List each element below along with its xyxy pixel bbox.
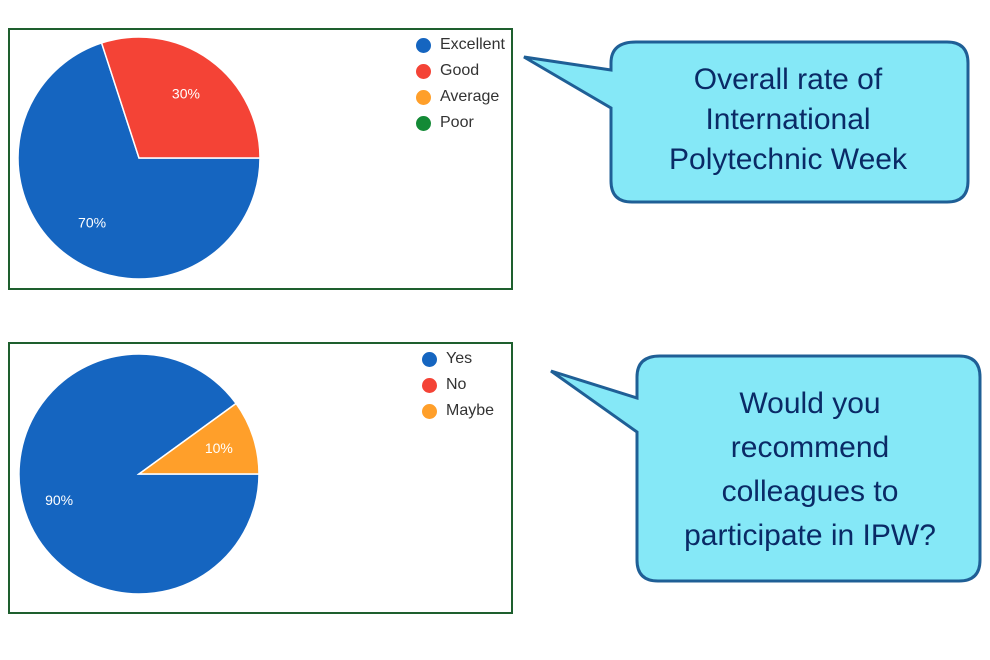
legend-item-excellent[interactable]: Excellent (416, 32, 505, 58)
callout-line: participate in IPW? (684, 519, 936, 552)
legend-dot-icon (422, 351, 437, 367)
legend-item-no[interactable]: No (422, 372, 494, 398)
pie-slice-good[interactable] (100, 36, 261, 159)
pie-label-excellent: 70% (78, 215, 106, 231)
legend-1: Excellent Good Average Poor (416, 32, 505, 136)
callout-line: Would you (739, 387, 881, 420)
legend-item-poor[interactable]: Poor (416, 110, 505, 136)
legend-dot-icon (416, 63, 431, 79)
legend-item-maybe[interactable]: Maybe (422, 398, 494, 424)
legend-dot-icon (416, 37, 431, 53)
legend-label: Poor (440, 114, 474, 131)
callout-bubble-2 (550, 354, 982, 583)
callout-text-1: Overall rate of International Polytechni… (612, 60, 964, 180)
legend-label: Good (440, 62, 480, 79)
pie-chart-panel-1: 70% 30% Excellent Good Average Poor (8, 28, 513, 290)
callout-line: recommend (730, 431, 890, 464)
pie-chart-panel-2: 90% 10% Yes No Maybe (8, 342, 513, 614)
legend-item-yes[interactable]: Yes (422, 346, 494, 372)
legend-label: Yes (446, 350, 473, 367)
pie-slice-maybe[interactable] (136, 402, 260, 475)
legend-label: Excellent (440, 36, 505, 53)
callout-line: International (705, 103, 871, 136)
callout-bubble-1 (523, 40, 970, 204)
pie-label-good: 30% (172, 85, 200, 101)
callout-line: colleagues to (721, 475, 899, 508)
pie-label-yes: 90% (45, 492, 73, 508)
legend-dot-icon (416, 89, 431, 105)
legend-dot-icon (422, 377, 437, 393)
legend-label: Average (440, 88, 500, 105)
legend-dot-icon (416, 115, 431, 131)
pie-slice-excellent[interactable] (17, 41, 261, 280)
legend-label: Maybe (446, 402, 495, 419)
legend-dot-icon (422, 403, 437, 419)
legend-label: No (446, 376, 467, 393)
callout-line: Polytechnic Week (669, 143, 907, 176)
pie-chart-1: 70% 30% (17, 36, 261, 280)
callout-line: Overall rate of (693, 63, 883, 96)
pie-label-maybe: 10% (205, 440, 233, 456)
callout-text-2: Would you recommend colleagues to partic… (640, 382, 980, 558)
legend-item-average[interactable]: Average (416, 84, 505, 110)
legend-2: Yes No Maybe (422, 346, 494, 424)
pie-chart-2: 90% 10% (18, 353, 260, 595)
legend-item-good[interactable]: Good (416, 58, 505, 84)
